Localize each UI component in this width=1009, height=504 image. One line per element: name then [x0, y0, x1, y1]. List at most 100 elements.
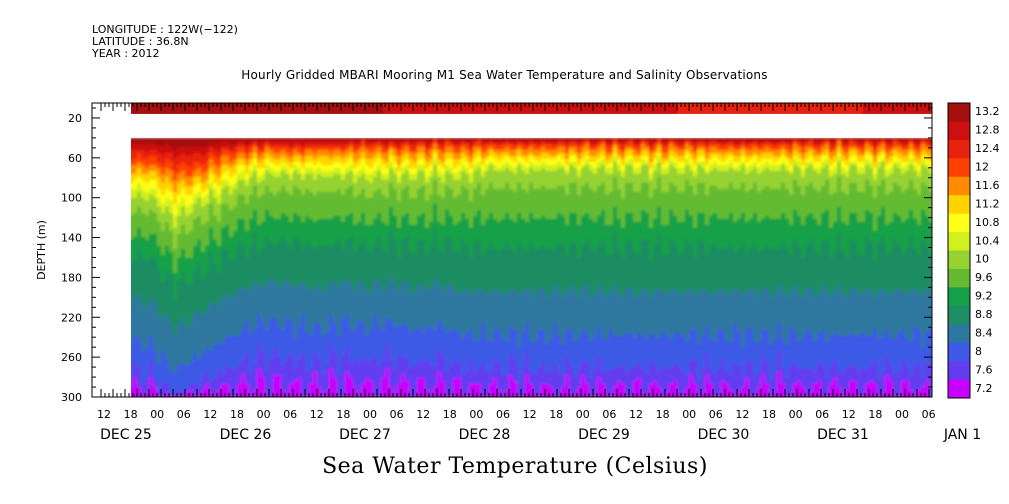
heatmap-cell	[153, 338, 158, 343]
heatmap-cell	[193, 137, 198, 142]
heatmap-cell	[281, 308, 286, 313]
heatmap-cell	[197, 266, 202, 271]
heatmap-cell	[153, 275, 158, 280]
heatmap-cell	[245, 269, 250, 274]
heatmap-cell	[245, 143, 250, 148]
heatmap-cell	[225, 317, 230, 322]
heatmap-cell	[153, 371, 158, 376]
heatmap-cell	[237, 368, 242, 373]
heatmap-cell	[213, 212, 218, 217]
heatmap-cell	[261, 317, 266, 322]
heatmap-cell	[161, 284, 166, 289]
heatmap-cell	[129, 173, 134, 178]
heatmap-cell	[157, 284, 162, 289]
heatmap-cell	[221, 374, 226, 379]
heatmap-cell	[173, 239, 178, 244]
heatmap-cell	[141, 356, 146, 361]
heatmap-cell	[129, 152, 134, 157]
heatmap-cell	[169, 191, 174, 196]
heatmap-cell	[269, 299, 274, 304]
heatmap-cell	[225, 314, 230, 319]
heatmap-cell	[161, 269, 166, 274]
heatmap-cell	[201, 146, 206, 151]
heatmap-cell	[221, 353, 226, 358]
heatmap-cell	[277, 281, 282, 286]
heatmap-cell	[133, 215, 138, 220]
heatmap-cell	[133, 368, 138, 373]
heatmap-cell	[277, 197, 282, 202]
heatmap-cell	[217, 299, 222, 304]
heatmap-cell	[201, 320, 206, 325]
heatmap-cell	[269, 386, 274, 391]
heatmap-cell	[277, 152, 282, 157]
heatmap-cell	[213, 395, 218, 397]
heatmap-cell	[281, 191, 286, 196]
heatmap-cell	[189, 296, 194, 301]
heatmap-cell	[265, 194, 270, 199]
heatmap-cell	[261, 329, 266, 334]
heatmap-cell	[229, 365, 234, 370]
heatmap-cell	[253, 161, 258, 166]
heatmap-cell	[253, 194, 258, 199]
heatmap-cell	[201, 236, 206, 241]
heatmap-cell	[265, 380, 270, 385]
heatmap-cell	[197, 329, 202, 334]
heatmap-cell	[181, 155, 186, 160]
heatmap-cell	[281, 293, 286, 298]
heatmap-cell	[197, 233, 202, 238]
heatmap-cell	[201, 275, 206, 280]
heatmap-cell	[205, 281, 210, 286]
heatmap-cell	[133, 224, 138, 229]
heatmap-cell	[161, 290, 166, 295]
heatmap-cell	[265, 368, 270, 373]
heatmap-cell	[181, 224, 186, 229]
heatmap-cell	[149, 290, 154, 295]
heatmap-cell	[229, 281, 234, 286]
heatmap-cell	[157, 137, 162, 142]
heatmap-cell	[225, 278, 230, 283]
heatmap-cell	[237, 389, 242, 394]
heatmap-cell	[149, 374, 154, 379]
heatmap-cell	[213, 182, 218, 187]
heatmap-cell	[173, 383, 178, 388]
heatmap-cell	[189, 152, 194, 157]
heatmap-cell	[165, 161, 170, 166]
heatmap-cell	[193, 140, 198, 145]
heatmap-cell	[229, 158, 234, 163]
heatmap-cell	[269, 374, 274, 379]
heatmap-cell	[229, 209, 234, 214]
heatmap-cell	[165, 341, 170, 346]
heatmap-cell	[189, 182, 194, 187]
heatmap-cell	[261, 368, 266, 373]
heatmap-cell	[249, 176, 254, 181]
heatmap-cell	[173, 365, 178, 370]
heatmap-cell	[213, 374, 218, 379]
heatmap-cell	[233, 356, 238, 361]
heatmap-cell	[185, 356, 190, 361]
heatmap-cell	[181, 230, 186, 235]
heatmap-cell	[193, 341, 198, 346]
heatmap-cell	[245, 215, 250, 220]
heatmap-cell	[273, 179, 278, 184]
heatmap-cell	[273, 191, 278, 196]
heatmap-cell	[197, 260, 202, 265]
heatmap-cell	[145, 161, 150, 166]
heatmap-cell	[269, 308, 274, 313]
heatmap-cell	[197, 152, 202, 157]
heatmap-cell	[225, 143, 230, 148]
heatmap-cell	[165, 269, 170, 274]
heatmap-cell	[273, 170, 278, 175]
heatmap-cell	[133, 332, 138, 337]
heatmap-cell	[233, 230, 238, 235]
heatmap-cell	[221, 140, 226, 145]
heatmap-cell	[169, 371, 174, 376]
heatmap-cell	[129, 257, 134, 262]
heatmap-cell	[197, 227, 202, 232]
heatmap-cell	[137, 179, 142, 184]
heatmap-cell	[237, 140, 242, 145]
heatmap-cell	[217, 389, 222, 394]
heatmap-cell	[241, 389, 246, 394]
heatmap-cell	[165, 260, 170, 265]
heatmap-cell	[197, 347, 202, 352]
heatmap-cell	[173, 146, 178, 151]
